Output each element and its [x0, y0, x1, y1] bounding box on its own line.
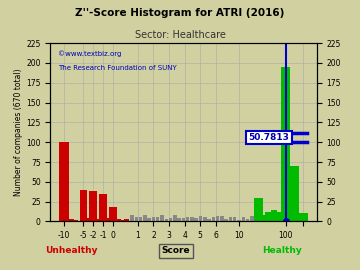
Bar: [254, 198, 263, 221]
Bar: [212, 217, 215, 221]
Bar: [269, 214, 274, 221]
Bar: [85, 218, 90, 221]
Text: Sector: Healthcare: Sector: Healthcare: [135, 30, 225, 40]
Bar: [182, 218, 185, 221]
Bar: [89, 191, 97, 221]
Bar: [229, 217, 232, 221]
Bar: [194, 218, 198, 221]
Bar: [250, 216, 253, 221]
Bar: [120, 220, 125, 221]
Bar: [130, 215, 134, 221]
Bar: [116, 219, 121, 221]
Bar: [148, 218, 151, 221]
Bar: [280, 212, 285, 221]
Bar: [265, 212, 271, 221]
Text: The Research Foundation of SUNY: The Research Foundation of SUNY: [58, 65, 177, 70]
Text: Healthy: Healthy: [262, 246, 302, 255]
Bar: [95, 219, 99, 221]
Bar: [277, 212, 283, 221]
Bar: [156, 217, 159, 221]
Bar: [173, 215, 177, 221]
Bar: [275, 214, 279, 221]
Bar: [290, 166, 299, 221]
Bar: [152, 217, 155, 221]
Bar: [246, 219, 249, 221]
Bar: [165, 219, 168, 221]
Bar: [237, 220, 241, 221]
Bar: [59, 142, 69, 221]
Bar: [190, 217, 194, 221]
Bar: [104, 218, 109, 221]
Bar: [177, 218, 181, 221]
Bar: [124, 219, 129, 221]
Bar: [299, 214, 307, 221]
Bar: [160, 215, 164, 221]
Bar: [271, 210, 277, 221]
Text: Score: Score: [161, 246, 190, 255]
Text: ©www.textbiz.org: ©www.textbiz.org: [58, 50, 122, 57]
Bar: [139, 217, 142, 221]
Text: 50.7813: 50.7813: [249, 133, 289, 142]
Bar: [80, 190, 87, 221]
Bar: [220, 216, 224, 221]
Bar: [224, 219, 228, 221]
Bar: [69, 219, 74, 221]
Bar: [169, 218, 172, 221]
Bar: [203, 217, 207, 221]
Bar: [242, 217, 245, 221]
Bar: [135, 217, 138, 221]
Y-axis label: Number of companies (670 total): Number of companies (670 total): [14, 69, 23, 196]
Bar: [199, 216, 202, 221]
Bar: [255, 217, 258, 221]
Bar: [207, 219, 211, 221]
Bar: [233, 217, 237, 221]
Bar: [262, 215, 267, 221]
Text: Unhealthy: Unhealthy: [45, 246, 98, 255]
Bar: [216, 216, 219, 221]
Bar: [281, 67, 290, 221]
Bar: [186, 217, 189, 221]
Text: Z''-Score Histogram for ATRI (2016): Z''-Score Histogram for ATRI (2016): [75, 8, 285, 18]
Bar: [99, 194, 107, 221]
Bar: [73, 220, 78, 221]
Bar: [143, 215, 147, 221]
Bar: [109, 207, 117, 221]
